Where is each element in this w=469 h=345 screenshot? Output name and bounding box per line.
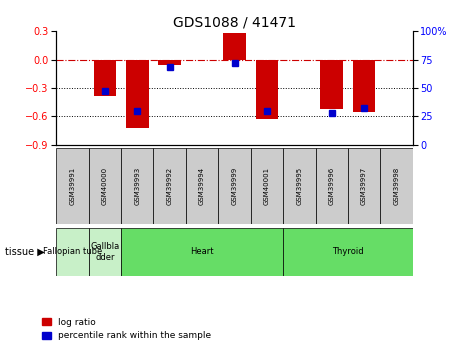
Text: GSM39999: GSM39999 (232, 167, 237, 205)
Text: GSM40000: GSM40000 (102, 167, 108, 205)
Bar (348, 148, 380, 224)
Text: GSM39998: GSM39998 (393, 167, 400, 205)
Bar (89, 148, 121, 224)
Text: tissue ▶: tissue ▶ (5, 247, 45, 257)
Text: GSM39993: GSM39993 (134, 167, 140, 205)
Text: GSM39995: GSM39995 (296, 167, 303, 205)
Bar (218, 148, 251, 224)
Bar (353, 60, 376, 112)
Bar (316, 148, 348, 224)
Bar (251, 148, 283, 224)
Text: Thyroid: Thyroid (332, 247, 364, 256)
Legend: log ratio, percentile rank within the sample: log ratio, percentile rank within the sa… (42, 318, 212, 341)
Bar (89, 228, 121, 276)
Bar (186, 148, 218, 224)
Bar (380, 148, 413, 224)
Text: GSM40001: GSM40001 (264, 167, 270, 205)
Text: GSM39996: GSM39996 (329, 167, 335, 205)
Text: Fallopian tube: Fallopian tube (43, 247, 102, 256)
Bar (283, 148, 316, 224)
Text: GSM39994: GSM39994 (199, 167, 205, 205)
Text: GSM39997: GSM39997 (361, 167, 367, 205)
Bar (159, 60, 181, 65)
Bar (121, 228, 283, 276)
Bar (283, 228, 413, 276)
Text: Gallbla
dder: Gallbla dder (90, 242, 120, 262)
Bar (56, 228, 89, 276)
Text: GSM39991: GSM39991 (69, 167, 76, 205)
Bar (320, 60, 343, 109)
Bar (153, 148, 186, 224)
Bar (93, 60, 116, 96)
Bar (56, 148, 89, 224)
Text: Heart: Heart (190, 247, 214, 256)
Bar (126, 60, 149, 128)
Bar (223, 33, 246, 60)
Bar (121, 148, 153, 224)
Text: GSM39992: GSM39992 (166, 167, 173, 205)
Title: GDS1088 / 41471: GDS1088 / 41471 (173, 16, 296, 30)
Bar (256, 60, 278, 119)
